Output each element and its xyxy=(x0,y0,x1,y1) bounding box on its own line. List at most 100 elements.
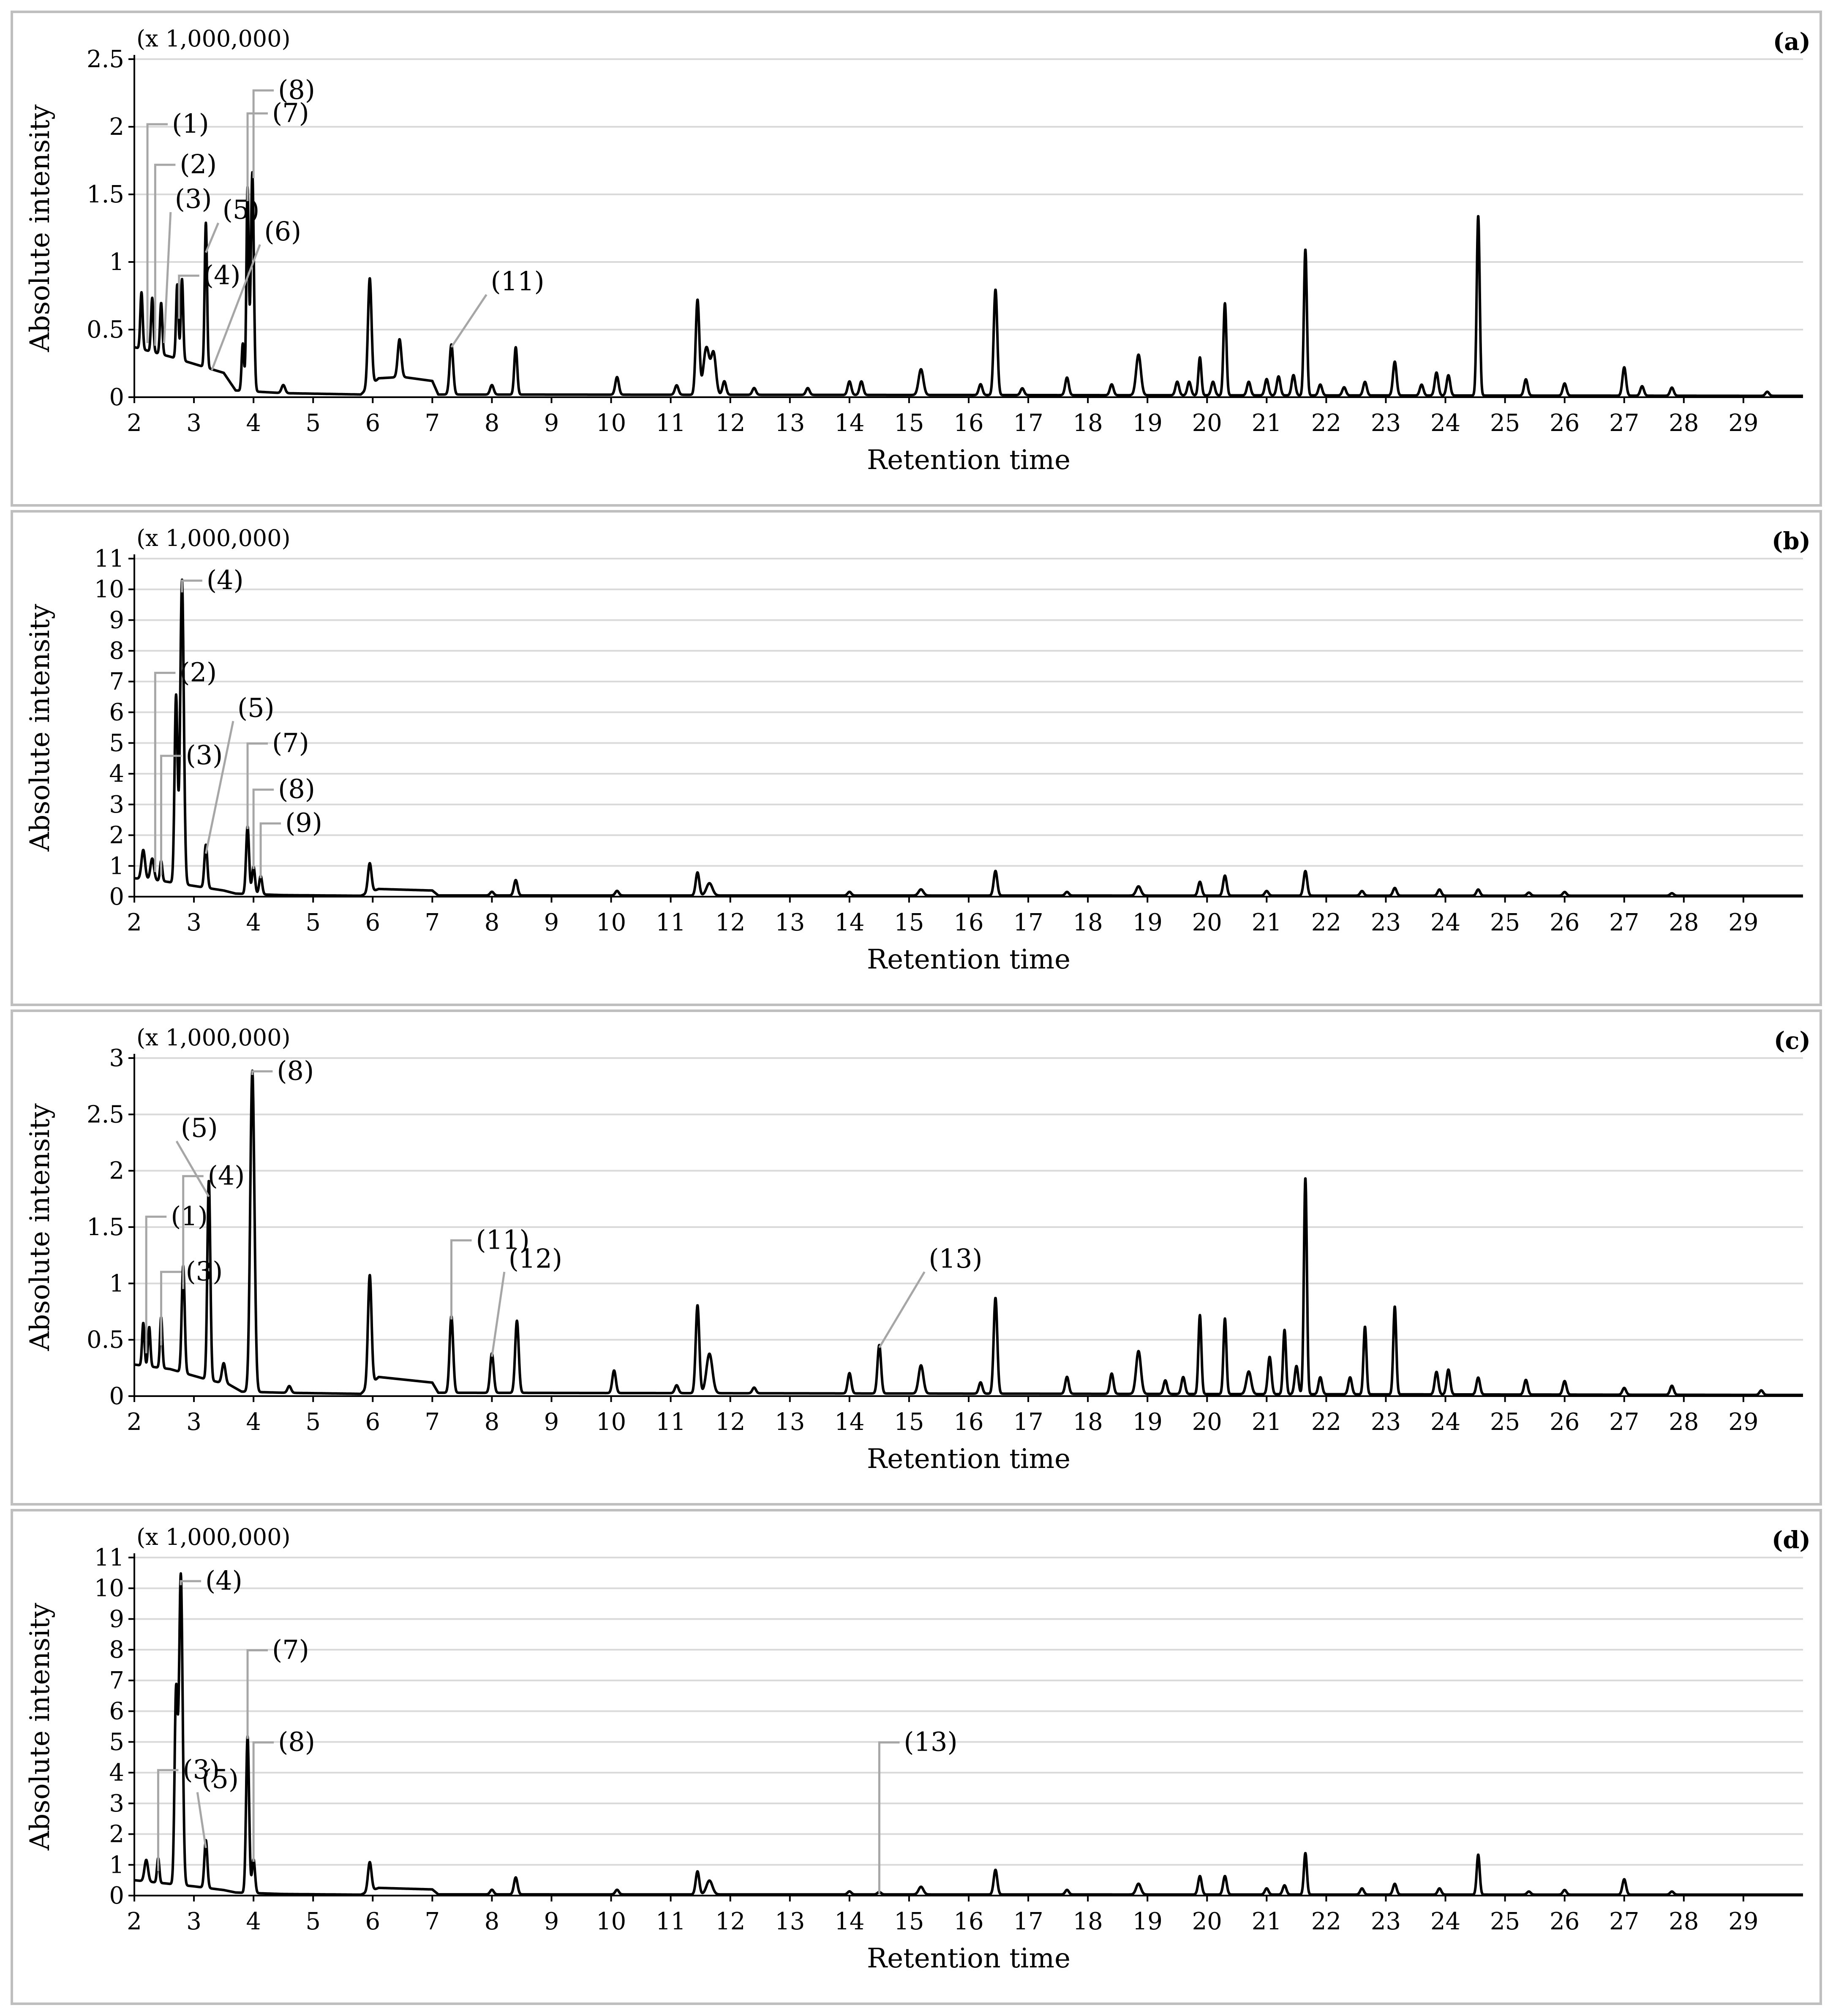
annotation-leader-line xyxy=(252,788,274,869)
x-tick-label: 23 xyxy=(1371,409,1401,437)
y-tick-label: 2.5 xyxy=(87,1101,124,1128)
annotation-label: (4) xyxy=(208,1160,245,1191)
annotation-leader-line xyxy=(160,1271,182,1345)
annotation-label: (5) xyxy=(202,1763,239,1794)
peak-annotation: (3) xyxy=(160,1256,223,1345)
annotation-leader-line xyxy=(490,1271,506,1357)
panel-c: 00.511.522.532 3 4 5 6 7 8 9 10 11 12 13 14 15 16 17 18 1… xyxy=(11,1009,1822,1506)
x-tick-label: 5 xyxy=(305,909,321,936)
x-tick-label: 3 xyxy=(186,1408,202,1436)
x-tick-label: 6 xyxy=(365,909,380,936)
annotation-label: (5) xyxy=(223,194,260,225)
y-tick-label: 2 xyxy=(109,113,124,141)
panel-tag: (d) xyxy=(1772,1526,1811,1554)
peak-annotation: (11) xyxy=(450,1224,530,1320)
y-tick-label: 10 xyxy=(94,576,124,603)
x-tick-label: 9 xyxy=(544,1408,559,1436)
annotation-label: (8) xyxy=(278,1727,315,1757)
y-tick-label: 1 xyxy=(109,852,124,880)
annotation-label: (1) xyxy=(172,108,209,139)
x-tick-label: 24 xyxy=(1430,409,1460,437)
x-tick-label: 11 xyxy=(656,1408,686,1436)
annotation-leader-line xyxy=(178,274,199,319)
y-axis-title: Absolute intensity xyxy=(25,1603,56,1851)
annotation-leader-line xyxy=(154,671,176,872)
x-tick-label: 10 xyxy=(596,409,626,437)
y-axis-title: Absolute intensity xyxy=(25,1103,56,1351)
y-tick-label: 0 xyxy=(109,883,124,911)
x-tick-label: 27 xyxy=(1609,1908,1639,1935)
scale-multiplier-label: (x 1,000,000) xyxy=(136,25,291,52)
x-axis-title: Retention time xyxy=(867,445,1070,476)
peak-annotation: (7) xyxy=(246,728,309,829)
annotation-leader-line xyxy=(204,222,219,253)
panel-frame xyxy=(11,510,1822,1006)
x-axis-title: Retention time xyxy=(867,1443,1070,1475)
annotation-label: (8) xyxy=(278,74,315,105)
x-tick-label: 8 xyxy=(485,1408,500,1436)
annotation-label: (12) xyxy=(509,1243,562,1274)
x-tick-label: 7 xyxy=(425,1908,440,1935)
peak-annotation: (4) xyxy=(181,565,244,595)
x-tick-label: 26 xyxy=(1550,909,1580,936)
annotation-leader-line xyxy=(204,721,234,854)
annotation-label: (7) xyxy=(272,97,309,128)
x-tick-label: 8 xyxy=(485,909,500,936)
x-tick-label: 4 xyxy=(246,1908,261,1935)
x-tick-label: 16 xyxy=(953,909,983,936)
x-tick-label: 20 xyxy=(1192,1908,1222,1935)
peak-annotation: (8) xyxy=(252,774,315,869)
x-tick-label: 20 xyxy=(1192,1408,1222,1436)
y-tick-label: 1 xyxy=(109,1851,124,1879)
annotation-label: (9) xyxy=(285,807,322,838)
x-tick-label: 8 xyxy=(485,1908,500,1935)
x-tick-label: 9 xyxy=(544,409,559,437)
annotation-label: (4) xyxy=(207,565,244,595)
x-tick-label: 19 xyxy=(1133,909,1163,936)
x-tick-label: 7 xyxy=(425,409,440,437)
y-tick-label: 6 xyxy=(109,1698,124,1725)
x-tick-label: 2 xyxy=(127,909,142,936)
peak-annotation: (2) xyxy=(154,149,217,346)
x-tick-label: 17 xyxy=(1013,1408,1043,1436)
annotation-label: (4) xyxy=(204,259,241,290)
x-tick-label: 13 xyxy=(775,409,805,437)
y-tick-label: 11 xyxy=(94,1544,124,1571)
y-tick-label: 1.5 xyxy=(87,1214,124,1241)
x-tick-label: 6 xyxy=(365,1408,380,1436)
annotation-leader-line xyxy=(175,1140,210,1198)
x-tick-label: 6 xyxy=(365,409,380,437)
x-tick-label: 15 xyxy=(894,1908,924,1935)
x-tick-label: 18 xyxy=(1073,909,1103,936)
x-tick-label: 21 xyxy=(1252,909,1282,936)
scale-multiplier-label: (x 1,000,000) xyxy=(136,1524,291,1550)
x-tick-label: 4 xyxy=(246,1408,261,1436)
x-tick-label: 11 xyxy=(656,1908,686,1935)
annotation-leader-line xyxy=(246,112,268,201)
x-tick-label: 23 xyxy=(1371,1908,1401,1935)
x-tick-label: 5 xyxy=(305,409,321,437)
annotation-label: (3) xyxy=(185,740,223,771)
panels: 00.511.522.52 3 4 5 6 7 8 9 10 11 12 13 14 15 16 17 18 19… xyxy=(11,11,1822,2005)
x-tick-label: 4 xyxy=(246,409,261,437)
x-tick-label: 27 xyxy=(1609,409,1639,437)
x-tick-label: 28 xyxy=(1669,1908,1699,1935)
annotation-label: (3) xyxy=(175,183,212,214)
chromatogram-trace xyxy=(133,578,1804,897)
x-tick-label: 18 xyxy=(1073,1408,1103,1436)
peak-annotation: (5) xyxy=(175,1113,218,1198)
x-tick-label: 16 xyxy=(953,409,983,437)
peak-annotation: (13) xyxy=(878,1727,958,1893)
scale-multiplier-label: (x 1,000,000) xyxy=(136,525,291,551)
y-tick-label: 0.5 xyxy=(87,1326,124,1354)
peak-annotation: (4) xyxy=(180,1565,242,1596)
annotation-leader-line xyxy=(878,1271,926,1348)
x-axis-title: Retention time xyxy=(867,1943,1070,1974)
annotation-leader-line xyxy=(146,123,168,343)
annotation-leader-line xyxy=(211,244,261,371)
annotation-label: (5) xyxy=(237,693,275,723)
y-tick-label: 5 xyxy=(109,1728,124,1756)
x-tick-label: 25 xyxy=(1490,409,1520,437)
y-tick-label: 9 xyxy=(109,1605,124,1633)
